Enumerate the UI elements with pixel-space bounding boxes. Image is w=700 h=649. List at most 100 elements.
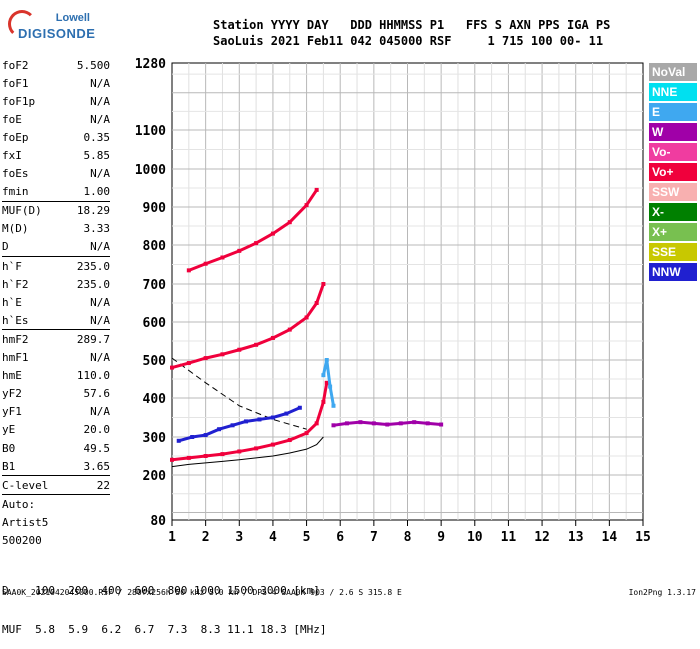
x-tick-label: 5 bbox=[303, 530, 311, 545]
trace-point bbox=[287, 327, 292, 332]
param-row: hmE 110.0 bbox=[2, 367, 110, 385]
trace-point bbox=[170, 457, 174, 462]
x-tick-label: 13 bbox=[568, 530, 584, 545]
param-row: foF2 5.500 bbox=[2, 56, 110, 74]
trace-point bbox=[220, 452, 225, 457]
trace-point bbox=[217, 427, 222, 432]
legend-item-nne: NNE bbox=[649, 83, 697, 101]
lowell-digisonde-logo: Lowell DIGISONDE bbox=[8, 8, 98, 46]
trace-point bbox=[203, 433, 208, 438]
param-value: 3.33 bbox=[83, 222, 111, 236]
param-value: 3.65 bbox=[83, 459, 111, 473]
trace-point bbox=[270, 231, 275, 236]
trace-point bbox=[304, 315, 309, 320]
trace-point bbox=[385, 422, 390, 427]
param-row: h`F 235.0 bbox=[2, 257, 110, 275]
trace-point bbox=[220, 255, 225, 260]
param-value: 289.7 bbox=[76, 332, 110, 346]
x-tick-label: 11 bbox=[501, 530, 517, 545]
param-value: 110.0 bbox=[76, 369, 110, 383]
trace-point bbox=[190, 435, 195, 439]
trace-point bbox=[176, 438, 181, 443]
logo-line1: Lowell bbox=[55, 12, 90, 24]
param-name: D bbox=[2, 240, 9, 254]
param-name: MUF(D) bbox=[2, 204, 42, 218]
param-name: hmF2 bbox=[2, 332, 29, 346]
param-name: Artist5 bbox=[2, 515, 49, 529]
param-value: N/A bbox=[90, 112, 110, 126]
trace-point bbox=[237, 449, 242, 454]
trace-point bbox=[203, 356, 208, 361]
param-name: B1 bbox=[2, 459, 16, 473]
trace-point bbox=[297, 405, 302, 410]
param-name: h`F2 bbox=[2, 277, 29, 291]
trace-point bbox=[220, 352, 225, 357]
trace-point bbox=[244, 419, 249, 424]
param-row: foE N/A bbox=[2, 110, 110, 128]
param-value: N/A bbox=[90, 351, 110, 365]
trace-point bbox=[314, 187, 319, 192]
trace-point bbox=[287, 220, 292, 225]
trace-series-1 bbox=[170, 282, 325, 370]
x-tick-label: 3 bbox=[235, 530, 243, 545]
panel-divider bbox=[2, 329, 110, 331]
trace-point bbox=[314, 421, 319, 426]
trace-point bbox=[321, 373, 326, 378]
param-value: 5.500 bbox=[76, 58, 110, 72]
trace-point bbox=[304, 431, 309, 436]
param-name: foF1p bbox=[2, 94, 36, 108]
param-name: foEp bbox=[2, 130, 29, 144]
param-name: 500200 bbox=[2, 533, 42, 547]
trace-series-4 bbox=[177, 406, 302, 443]
y-tick-label: 700 bbox=[143, 278, 167, 293]
param-value: 235.0 bbox=[76, 259, 110, 273]
header-line1: Station YYYY DAY DDD HHMMSS P1 FFS S AXN… bbox=[213, 18, 611, 32]
x-tick-label: 12 bbox=[534, 530, 550, 545]
polarization-legend: NoVal NNE E W Vo- Vo+ SSW X- X+ SSE NNW bbox=[649, 63, 697, 283]
y-tick-label: 500 bbox=[143, 354, 167, 369]
param-name: yE bbox=[2, 423, 16, 437]
x-tick-label: 7 bbox=[370, 530, 378, 545]
param-row: yE 20.0 bbox=[2, 421, 110, 439]
legend-item-vo: Vo- bbox=[649, 143, 697, 161]
trace-point bbox=[237, 347, 242, 352]
param-row: yF2 57.6 bbox=[2, 385, 110, 403]
x-tick-label: 14 bbox=[602, 530, 618, 545]
trace-point bbox=[230, 423, 235, 428]
logo-swoosh-icon bbox=[8, 10, 36, 38]
muf-row: MUF 5.8 5.9 6.2 6.7 7.3 8.3 11.1 18.3 [M… bbox=[2, 623, 327, 636]
param-name: h`F bbox=[2, 259, 22, 273]
x-tick-label: 2 bbox=[202, 530, 210, 545]
x-tick-label: 8 bbox=[404, 530, 412, 545]
legend-item-w: W bbox=[649, 123, 697, 141]
trace-point bbox=[324, 380, 329, 385]
param-value: N/A bbox=[90, 94, 110, 108]
file-info-footer: SAA0K_2021042045000.RSF / 280fx256h 50 k… bbox=[2, 588, 402, 597]
param-row: fxI 5.85 bbox=[2, 146, 110, 164]
trace-series-0 bbox=[170, 381, 329, 462]
param-row: h`Es N/A bbox=[2, 311, 110, 329]
trace-point bbox=[344, 421, 349, 426]
trace-point bbox=[186, 455, 191, 460]
param-value: N/A bbox=[90, 313, 110, 327]
param-row: M(D) 3.33 bbox=[2, 220, 110, 238]
trace-point bbox=[358, 420, 363, 425]
param-value: 22 bbox=[96, 478, 110, 492]
param-value: 57.6 bbox=[83, 387, 111, 401]
param-row: 500200 bbox=[2, 531, 110, 549]
param-row: B1 3.65 bbox=[2, 457, 110, 475]
ionogram-plot: 1 2 3 4 5 6 7 8 9 10 11 12 13 14 158020030040050060070… bbox=[135, 57, 651, 545]
trace-point bbox=[331, 423, 336, 428]
trace-point bbox=[412, 420, 417, 425]
y-tick-label: 200 bbox=[143, 469, 167, 484]
trace-series-5 bbox=[321, 359, 335, 408]
param-name: foE bbox=[2, 112, 22, 126]
panel-divider bbox=[2, 256, 110, 258]
x-tick-label: 1 bbox=[168, 530, 176, 545]
param-row: fmin 1.00 bbox=[2, 183, 110, 201]
trace-point bbox=[254, 446, 259, 451]
trace-point bbox=[304, 203, 309, 208]
trace-point bbox=[425, 421, 430, 426]
param-value: N/A bbox=[90, 295, 110, 309]
param-name: hmF1 bbox=[2, 351, 29, 365]
